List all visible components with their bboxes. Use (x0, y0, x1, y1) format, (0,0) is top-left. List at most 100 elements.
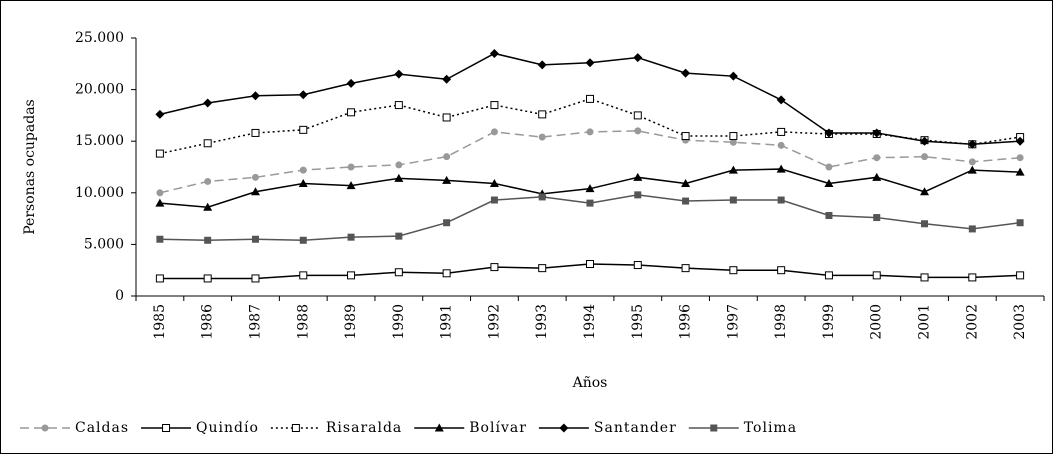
data-point (203, 98, 213, 108)
data-point (346, 78, 356, 88)
x-tick-label: 1988 (295, 304, 311, 340)
data-point (347, 271, 356, 280)
x-axis-title: Años (572, 375, 608, 391)
data-point (873, 154, 881, 162)
legend-label: Quindío (196, 420, 259, 436)
data-point (489, 48, 499, 58)
x-tick-label: 2001 (917, 304, 933, 340)
x-tick-label: 1997 (725, 304, 741, 340)
data-point (634, 191, 642, 199)
legend-marker (434, 423, 444, 432)
x-tick-label: 2000 (869, 304, 885, 340)
x-tick-label: 1998 (773, 304, 789, 340)
data-point (586, 128, 594, 136)
data-point (633, 111, 642, 120)
x-tick-label: 1992 (486, 304, 502, 340)
x-tick-label: 2002 (964, 304, 980, 340)
data-point (777, 127, 786, 136)
legend-marker (710, 424, 718, 432)
legend-label: Tolima (744, 420, 797, 436)
data-point (490, 128, 498, 136)
data-point (203, 139, 212, 148)
data-point (873, 214, 881, 222)
y-tick-label: 0 (115, 288, 124, 304)
data-point (346, 181, 356, 190)
data-point (634, 127, 642, 135)
data-point (251, 274, 260, 283)
y-tick-label: 25.000 (75, 30, 124, 46)
data-point (442, 269, 451, 278)
data-point (682, 197, 690, 205)
data-point (967, 165, 977, 174)
data-point (251, 128, 260, 137)
data-point (1016, 219, 1024, 227)
data-point (633, 172, 643, 181)
data-point (1015, 167, 1025, 176)
data-point (395, 161, 403, 169)
x-tick-label: 1991 (439, 304, 455, 340)
data-point (299, 271, 308, 280)
x-tick-label: 2003 (1012, 304, 1028, 340)
data-point (204, 177, 212, 185)
x-tick-label: 1993 (534, 304, 550, 340)
legend-label: Caldas (75, 420, 129, 436)
data-point (442, 74, 452, 84)
data-point (538, 193, 546, 201)
data-point (729, 196, 737, 204)
data-point (538, 110, 547, 119)
x-tick-label: 1999 (821, 304, 837, 340)
data-point (347, 233, 355, 241)
data-point (538, 264, 547, 273)
data-point (872, 128, 882, 138)
data-point (251, 173, 259, 181)
data-point (394, 69, 404, 79)
data-point (920, 187, 930, 196)
data-point (729, 266, 738, 275)
data-point (586, 94, 594, 103)
data-point (872, 172, 882, 181)
data-point (395, 232, 403, 240)
data-point (585, 58, 595, 68)
data-point (920, 273, 929, 282)
data-point (394, 101, 403, 110)
data-point (728, 71, 738, 81)
x-tick-label: 1989 (343, 304, 359, 340)
data-point (633, 53, 643, 63)
data-point (825, 212, 833, 220)
data-point (968, 225, 976, 233)
data-point (203, 202, 213, 211)
data-point (968, 273, 977, 282)
data-point (729, 132, 738, 141)
data-point (442, 175, 452, 184)
data-point (490, 196, 498, 204)
y-axis-title: Personas ocupadas (22, 99, 38, 234)
x-tick-label: 1985 (152, 304, 168, 340)
data-point (920, 136, 930, 146)
data-point (442, 113, 451, 122)
data-point (156, 189, 164, 197)
data-point (347, 108, 356, 117)
x-tick-label: 1990 (391, 304, 407, 340)
data-point (968, 158, 976, 166)
data-point (299, 125, 308, 134)
data-point (155, 149, 164, 158)
y-tick-label: 15.000 (75, 133, 124, 149)
data-point (251, 235, 259, 243)
x-tick-label: 1994 (582, 304, 598, 340)
data-point (537, 60, 547, 70)
data-point (777, 266, 786, 275)
legend-marker (559, 423, 569, 433)
data-point (156, 235, 164, 243)
data-point (921, 220, 929, 228)
data-point (490, 263, 499, 272)
data-point (1016, 154, 1024, 162)
data-point (443, 153, 451, 161)
x-tick-label: 1996 (678, 304, 694, 340)
data-point (729, 138, 737, 146)
data-point (776, 164, 786, 173)
data-point (347, 163, 355, 171)
data-point (681, 132, 690, 141)
legend-marker (162, 424, 171, 432)
